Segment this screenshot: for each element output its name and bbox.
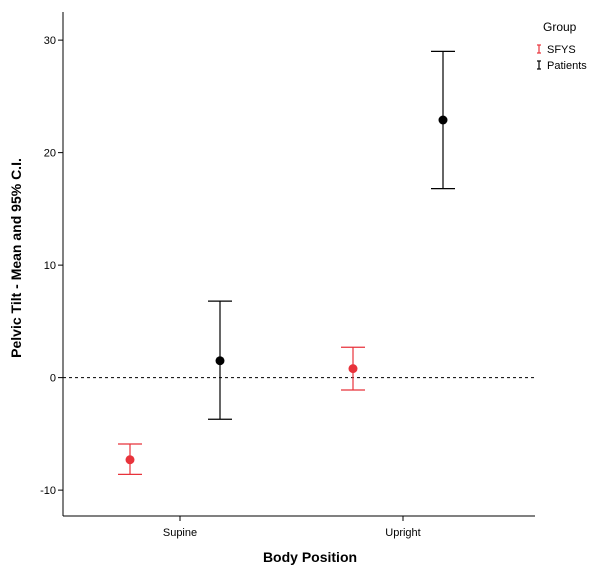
- x-tick-label: Upright: [385, 527, 420, 539]
- mean-point: [438, 115, 448, 125]
- legend-title: Group: [543, 20, 577, 34]
- legend-items: SFYS Patients: [537, 44, 587, 72]
- mean-point: [348, 364, 358, 374]
- legend-item-patients: Patients: [537, 60, 587, 72]
- legend-label: SFYS: [547, 44, 576, 56]
- y-tick-label: 10: [44, 260, 56, 272]
- x-axis-title: Body Position: [263, 549, 357, 565]
- y-tick-label: 30: [44, 35, 56, 47]
- legend-item-sfys: SFYS: [537, 44, 576, 56]
- mean-point: [125, 455, 135, 465]
- y-tick-label: 20: [44, 148, 56, 160]
- legend: Group SFYS Patients: [537, 20, 587, 72]
- plot-marks: [118, 50, 455, 475]
- error-bar-sfys-upright: [341, 346, 365, 391]
- error-bar-sfys-supine: [118, 443, 142, 475]
- y-axis-title: Pelvic Tilt - Mean and 95% C.I.: [8, 158, 24, 358]
- y-tick-label: -10: [40, 485, 56, 497]
- x-tick-label: Supine: [163, 527, 197, 539]
- y-tick-label: 0: [50, 373, 56, 385]
- x-axis-ticks: Supine Upright: [163, 516, 421, 539]
- legend-label: Patients: [547, 60, 587, 72]
- y-axis-ticks: -10 0 10 20 30: [40, 35, 63, 497]
- error-bar-patients-supine: [208, 300, 232, 420]
- mean-point: [215, 356, 225, 366]
- error-bar-patients-upright: [431, 50, 455, 190]
